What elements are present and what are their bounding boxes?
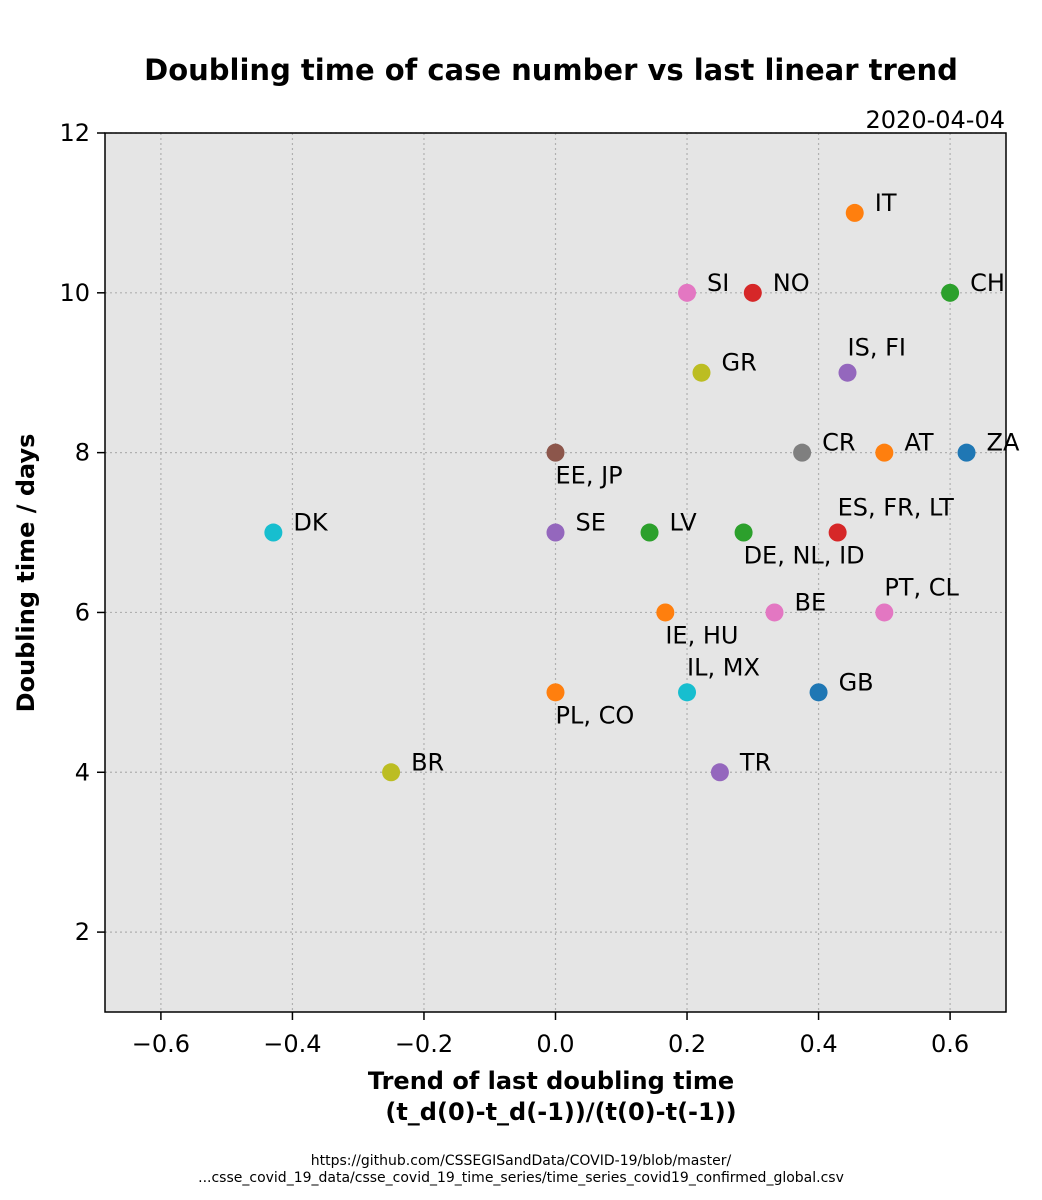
point-label: EE, JP <box>556 462 623 490</box>
x-tick-label: −0.2 <box>395 1030 453 1058</box>
x-tick-label: 0.4 <box>799 1030 837 1058</box>
data-point <box>382 763 401 782</box>
point-label: NO <box>773 269 810 297</box>
data-point <box>845 203 864 222</box>
data-point <box>710 763 729 782</box>
y-tick-label: 6 <box>75 598 90 626</box>
chart-title: Doubling time of case number vs last lin… <box>144 53 958 87</box>
data-point <box>678 683 697 702</box>
data-point <box>656 603 675 622</box>
data-point <box>875 603 894 622</box>
point-label: GB <box>839 668 874 696</box>
point-label: ZA <box>987 429 1020 457</box>
data-points: IT SI NO CH IS, FI GR EE, JP CR AT ZA DK SE LV DE, NL… <box>264 189 1020 782</box>
point-label: GR <box>722 349 757 377</box>
point-label: DE, NL, ID <box>744 542 865 570</box>
source-url-line1: https://github.com/CSSEGISandData/COVID-… <box>310 1153 732 1169</box>
x-axis: −0.6 −0.4 −0.2 0.0 0.2 0.4 0.6 <box>132 1012 969 1058</box>
data-point <box>734 523 753 542</box>
point-label: BR <box>411 748 444 776</box>
y-tick-label: 12 <box>59 119 90 147</box>
data-point <box>678 283 697 302</box>
point-label: IL, MX <box>687 653 760 681</box>
point-label: IT <box>875 189 897 217</box>
source-url-line2: ...csse_covid_19_data/csse_covid_19_time… <box>198 1170 844 1186</box>
data-point <box>809 683 828 702</box>
point-label: IS, FI <box>848 334 906 362</box>
y-tick-label: 2 <box>75 918 90 946</box>
x-axis-label-line2: (t_d(0)-t_d(-1))/(t(0)-t(-1)) <box>385 1098 736 1126</box>
chart-date: 2020-04-04 <box>866 106 1005 134</box>
x-tick-label: −0.4 <box>263 1030 321 1058</box>
x-tick-label: 0.6 <box>931 1030 969 1058</box>
x-axis-label-line1: Trend of last doubling time <box>368 1067 734 1095</box>
point-label: SE <box>576 509 606 537</box>
x-tick-label: −0.6 <box>132 1030 190 1058</box>
data-point <box>957 443 976 462</box>
y-axis: 2 4 6 8 10 12 <box>59 119 105 946</box>
data-point <box>546 443 565 462</box>
data-point <box>875 443 894 462</box>
data-point <box>692 363 711 382</box>
y-axis-label: Doubling time / days <box>12 434 40 713</box>
point-label: CH <box>970 269 1005 297</box>
y-tick-label: 10 <box>59 279 90 307</box>
point-label: IE, HU <box>665 621 738 649</box>
point-label: AT <box>904 429 934 457</box>
point-label: LV <box>670 509 698 537</box>
data-point <box>743 283 762 302</box>
data-point <box>546 523 565 542</box>
point-label: ES, FR, LT <box>838 494 954 522</box>
point-label: BE <box>795 588 827 616</box>
x-tick-label: 0.2 <box>668 1030 706 1058</box>
data-point <box>765 603 784 622</box>
point-label: PL, CO <box>556 701 635 729</box>
point-label: TR <box>739 748 771 776</box>
data-point <box>828 523 847 542</box>
point-label: CR <box>822 429 855 457</box>
data-point <box>793 443 812 462</box>
data-point <box>941 283 960 302</box>
data-point <box>640 523 659 542</box>
x-tick-label: 0.0 <box>536 1030 574 1058</box>
y-tick-label: 8 <box>75 439 90 467</box>
point-label: SI <box>707 269 729 297</box>
y-tick-label: 4 <box>75 758 90 786</box>
point-label: PT, CL <box>884 573 959 601</box>
point-label: DK <box>293 509 328 537</box>
data-point <box>546 683 565 702</box>
data-point <box>264 523 283 542</box>
data-point <box>838 363 857 382</box>
